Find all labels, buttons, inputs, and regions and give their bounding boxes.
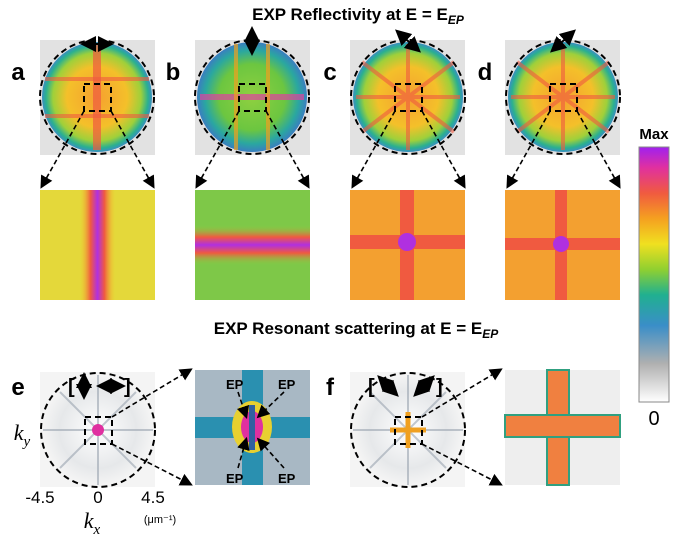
pointer (256, 437, 285, 469)
zoom-box (84, 416, 113, 445)
zoom-box (394, 83, 423, 112)
panel-a: a (11, 36, 155, 300)
zoom-box (238, 83, 267, 112)
panel-e: [ ] EP EP EP EP e (11, 368, 310, 488)
feature (553, 236, 569, 252)
zoom-box (549, 83, 578, 112)
bracket: [ (368, 376, 375, 398)
outline (350, 39, 466, 155)
feature (234, 44, 238, 150)
outline (194, 39, 310, 155)
feature (548, 416, 568, 436)
pointer (506, 110, 551, 189)
pointer (110, 110, 155, 189)
pointer (421, 368, 503, 418)
pointer (195, 110, 240, 189)
feature (195, 225, 310, 265)
bracket: [ (68, 376, 75, 398)
feature (249, 405, 255, 450)
outline (350, 372, 466, 488)
feature (80, 190, 115, 300)
x-tick-label: 0 (93, 488, 102, 507)
title: EXP Reflectivity at E = EEP (252, 5, 465, 27)
outline (40, 372, 156, 488)
x-tick-label: 4.5 (141, 488, 165, 507)
ep-label: EP (226, 377, 244, 392)
pointer (421, 110, 466, 189)
pointer (256, 391, 285, 419)
zoom-box (394, 416, 423, 445)
polarization (550, 29, 576, 53)
outline (39, 39, 155, 155)
title-text: EXP Resonant scattering at E = E (214, 319, 482, 338)
panel-label: d (478, 59, 493, 86)
pointer (576, 110, 621, 189)
pointer (421, 443, 503, 486)
panel-c: c (323, 29, 466, 300)
x-axis-label-text: k (84, 508, 95, 533)
feature (92, 424, 104, 436)
colorbar-max: Max (639, 126, 669, 143)
panel-d: d (478, 29, 621, 300)
colorbar-min: 0 (648, 408, 659, 430)
bracket: ] (124, 376, 131, 398)
y-axis-label-text: k (14, 420, 25, 445)
pointer (265, 110, 310, 189)
x-axis-label: kx (84, 508, 101, 538)
polarization (377, 375, 399, 397)
colorbar (638, 146, 670, 403)
y-axis-label: ky (14, 420, 31, 450)
feature (266, 44, 270, 150)
bracket: ] (436, 376, 443, 398)
panel-f: [ ] f (326, 368, 621, 488)
ep-label: EP (278, 471, 296, 486)
outline (505, 39, 621, 155)
title: EXP Resonant scattering at E = EEP (214, 319, 499, 341)
ep-label: EP (226, 471, 244, 486)
ep-label: EP (278, 377, 296, 392)
polarization (413, 375, 435, 397)
feature (45, 77, 149, 81)
feature (511, 44, 615, 150)
x-axis-label-sub: x (93, 522, 101, 538)
feature (93, 44, 101, 150)
panel-label: c (323, 59, 336, 86)
title-subscript: EP (448, 13, 465, 27)
title-subscript: EP (482, 327, 499, 341)
zoom-box (83, 83, 112, 112)
feature (200, 94, 304, 100)
feature (356, 44, 460, 150)
pointer (236, 391, 250, 420)
panel-label: a (11, 59, 25, 86)
panel-label: e (11, 374, 24, 401)
pointer (111, 443, 193, 486)
title-text: EXP Reflectivity at E = E (252, 5, 448, 24)
feature (45, 114, 149, 118)
polarization (395, 29, 421, 53)
panel-b: b (166, 26, 310, 300)
feature (398, 233, 416, 251)
y-axis-label-sub: y (22, 434, 31, 450)
axis-unit: (μm⁻¹) (144, 514, 176, 526)
panel-label: b (166, 59, 181, 86)
x-tick-label: -4.5 (25, 488, 54, 507)
pointer (237, 436, 250, 469)
pointer (111, 368, 193, 418)
panel-label: f (326, 374, 335, 401)
pointer (351, 110, 396, 189)
pointer (40, 110, 85, 189)
